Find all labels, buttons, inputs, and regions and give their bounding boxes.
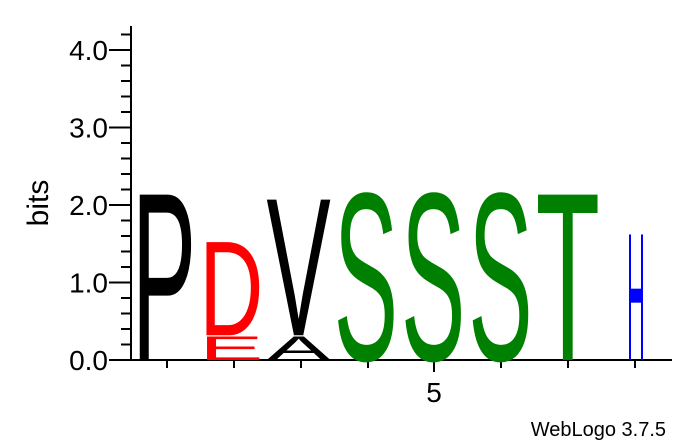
y-tick-label: 4.0 — [69, 35, 108, 66]
x-tick-label: 5 — [426, 377, 442, 408]
logo-letter-S: S — [334, 142, 398, 411]
logo-letter-T: T — [536, 144, 600, 412]
logo-stacks: P ED AV S S S T — [132, 142, 600, 412]
logo-letter-S: S — [401, 142, 465, 411]
logo-letter-D: D — [199, 214, 263, 365]
y-tick-label: 2.0 — [69, 190, 108, 221]
y-tick-label: 0.0 — [69, 345, 108, 376]
logo-letter-P: P — [132, 142, 196, 411]
logo-letter-E: E — [199, 329, 263, 368]
y-axis: 0.0 1.0 2.0 3.0 4.0 — [69, 26, 132, 376]
weblogo-credit: WebLogo 3.7.5 — [531, 419, 666, 441]
error-bars — [629, 234, 643, 360]
y-tick-label: 3.0 — [69, 113, 108, 144]
logo-letter-A: A — [267, 329, 331, 367]
y-tick-label: 1.0 — [69, 268, 108, 299]
error-bar-center — [630, 288, 642, 303]
logo-letter-V: V — [266, 157, 330, 377]
x-axis — [131, 359, 672, 372]
logo-letter-S: S — [468, 142, 532, 411]
y-axis-title: bits — [22, 180, 55, 227]
